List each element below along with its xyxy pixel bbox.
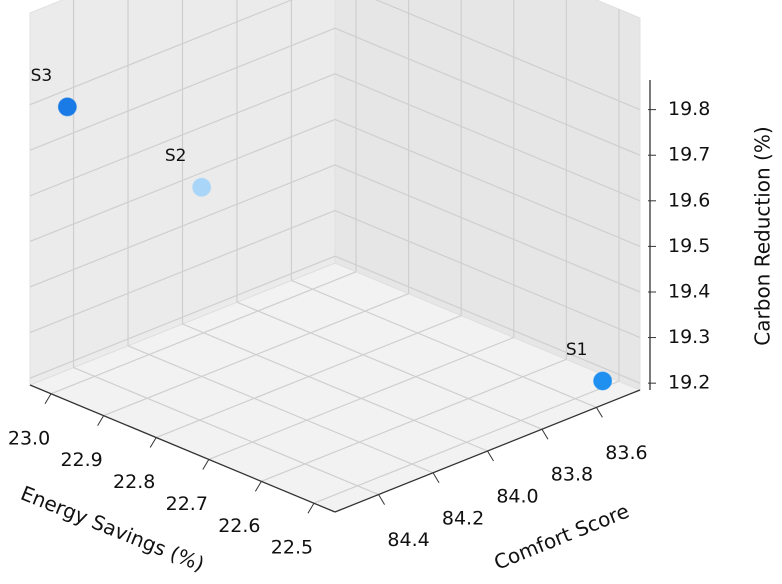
grid-line	[29, 210, 336, 334]
y-axis-line	[334, 389, 641, 513]
data-point	[57, 97, 77, 117]
y-tick-label: 83.8	[551, 464, 593, 486]
x-tick	[97, 415, 105, 426]
plot-area: 22.5 22.6 22.7 22.8 22.9 23.0 83.6 83.8 84.0 84.2…	[8, 0, 710, 559]
x-tick-label: 22.6	[218, 515, 260, 537]
grid-line	[334, 118, 641, 247]
x-tick	[202, 459, 210, 470]
grid-line	[334, 164, 641, 293]
y-axis-label: Comfort Score	[490, 499, 632, 575]
x-tick	[149, 437, 157, 448]
y-tick	[595, 407, 603, 418]
grid-line	[236, 301, 543, 430]
y-tick-label: 84.0	[496, 486, 538, 508]
grid-line	[29, 0, 294, 106]
y-tick	[487, 450, 494, 462]
grid-line	[334, 73, 641, 202]
y-tick-label: 83.6	[605, 442, 647, 464]
point-label: S1	[566, 340, 588, 360]
y-tick	[432, 472, 440, 484]
grid-line	[29, 118, 336, 242]
grid-line	[291, 279, 597, 408]
grid-line	[73, 367, 379, 496]
y-tick-label: 84.4	[387, 529, 429, 551]
x-tick-label: 23.0	[8, 427, 50, 449]
z-tick-label: 19.6	[668, 189, 710, 211]
x-tick-label: 22.7	[166, 493, 208, 515]
y-tick	[378, 494, 386, 505]
grid-line	[334, 210, 641, 339]
z-tick-label: 19.5	[668, 235, 710, 257]
point-label: S3	[31, 66, 53, 86]
x-tick	[307, 502, 315, 514]
grid-line	[29, 164, 336, 288]
z-axis-label: Carbon Reduction (%)	[751, 126, 775, 345]
grid-line	[29, 255, 336, 379]
grid-line	[29, 27, 336, 151]
point-label: S2	[165, 146, 187, 166]
data-point	[593, 371, 613, 391]
z-tick-label: 19.8	[668, 98, 710, 120]
grid-line	[375, 0, 641, 111]
z-tick-label: 19.7	[668, 144, 710, 166]
y-tick	[541, 428, 549, 440]
grid-line	[334, 255, 641, 384]
x-tick-label: 22.8	[113, 471, 155, 493]
grid-line	[127, 345, 434, 474]
x-tick-label: 22.9	[60, 449, 102, 471]
z-tick-label: 19.2	[668, 372, 710, 394]
grid-line	[182, 323, 488, 452]
x-tick	[44, 393, 52, 405]
x-axis-line	[29, 384, 336, 513]
z-tick-label: 19.3	[668, 326, 710, 348]
data-point	[192, 177, 212, 197]
z-tick-label: 19.4	[668, 280, 710, 302]
grid-line	[29, 73, 336, 197]
grid-line	[334, 27, 641, 156]
x-tick-label: 22.5	[271, 537, 313, 559]
x-tick	[254, 481, 262, 492]
y-tick-label: 84.2	[442, 507, 484, 529]
right-pane	[334, 0, 641, 391]
